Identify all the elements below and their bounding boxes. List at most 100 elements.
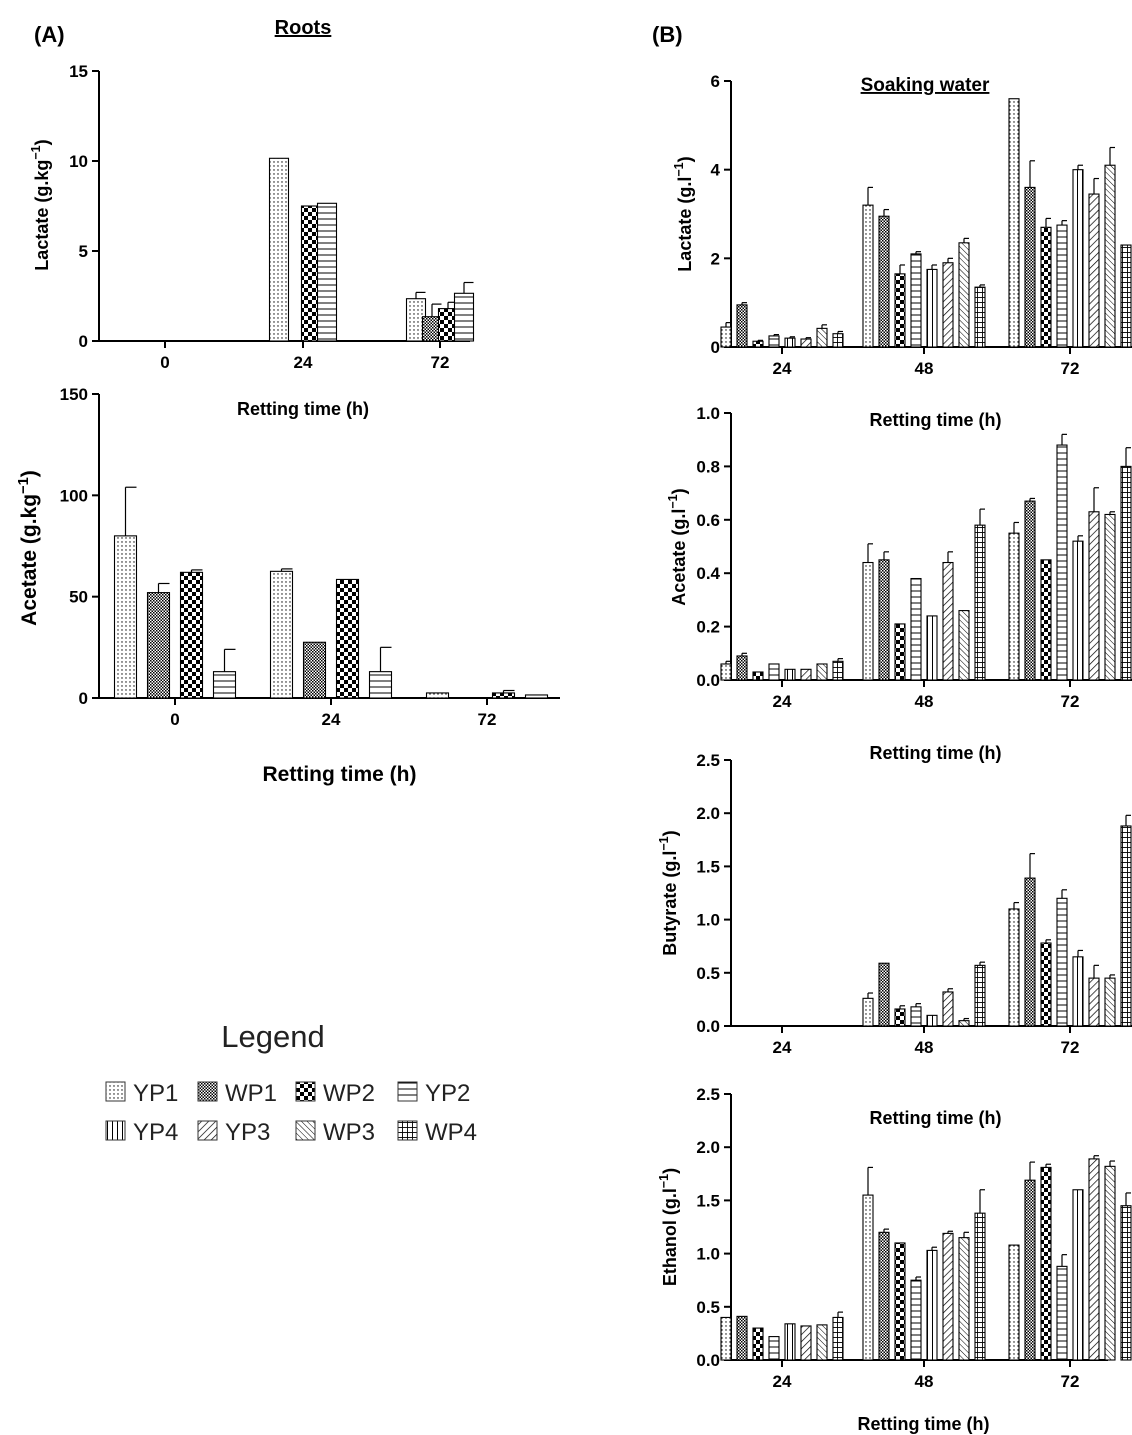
bar-yp2-24h xyxy=(768,335,780,348)
y-tick-label: 0.4 xyxy=(696,564,720,583)
bar-wp3-24h xyxy=(816,327,828,348)
y-tick-label: 1.0 xyxy=(696,911,720,930)
legend-label-wp4: WP4 xyxy=(425,1119,477,1146)
bar-wp1-24h xyxy=(736,1315,748,1361)
y-tick-label: 0 xyxy=(711,338,720,357)
y-axis-title-text: Lactate (g.kg xyxy=(32,160,52,271)
bar-wp4-72h xyxy=(1120,825,1132,1027)
legend-label-yp1: YP1 xyxy=(133,1080,178,1107)
y-axis-title-end: ) xyxy=(660,1168,680,1174)
bar-wp1-24h xyxy=(302,641,327,699)
x-axis-title: Retting time (h) xyxy=(237,399,369,419)
bar-yp1-24h xyxy=(720,326,732,348)
bar-yp2-48h xyxy=(910,1006,922,1027)
x-axis-title: Retting time (h) xyxy=(858,1414,990,1434)
bar-yp4-48h xyxy=(926,268,938,348)
x-tick-label: 48 xyxy=(915,359,934,378)
bar-yp3-72h xyxy=(1088,977,1100,1027)
y-tick-label: 150 xyxy=(60,385,88,404)
bar-wp2-24h xyxy=(335,578,360,699)
bar-wp2-24h xyxy=(752,340,764,348)
bar-wp4-48h xyxy=(974,964,986,1027)
y-axis-title-text: Acetate (g.kg xyxy=(18,494,41,626)
bar-wp3-72h xyxy=(1104,977,1116,1027)
bar-wp1-72h xyxy=(1024,1179,1036,1361)
bar-yp1-24h xyxy=(720,1316,732,1361)
bar-yp2-24h xyxy=(368,671,393,699)
y-axis-title-end: ) xyxy=(669,488,689,494)
x-tick-label: 72 xyxy=(478,710,497,729)
legend-swatch-yp2 xyxy=(397,1081,418,1102)
bar-yp4-72h xyxy=(1072,956,1084,1027)
bar-yp4-72h xyxy=(1072,169,1084,348)
y-axis-title-text: Butyrate (g.l xyxy=(660,851,680,956)
x-tick-label: 48 xyxy=(915,1372,934,1391)
bar-yp1-48h xyxy=(862,561,874,681)
x-axis-title: Retting time (h) xyxy=(263,763,417,786)
panel-b-label: (B) xyxy=(652,22,683,47)
y-tick-label: 0.6 xyxy=(696,511,720,530)
bar-wp1-48h xyxy=(878,962,890,1027)
bar-wp2-48h xyxy=(894,623,906,681)
bar-yp4-72h xyxy=(1072,540,1084,681)
roots-acetate-chart: 0 50 100 150 0 24 72 Retting time (h) Acetate (g… xyxy=(16,385,560,786)
bar-yp4-48h xyxy=(926,1014,938,1027)
bar-yp3-72h xyxy=(1088,193,1100,348)
y-tick-label: 6 xyxy=(711,72,720,91)
bar-yp4-48h xyxy=(926,1249,938,1361)
bar-wp3-48h xyxy=(958,242,970,348)
legend-swatch-yp3 xyxy=(197,1120,218,1141)
y-axis-title-sup: −1 xyxy=(16,477,32,494)
bar-yp1-24h xyxy=(269,570,294,699)
y-tick-label: 1.0 xyxy=(696,404,720,423)
y-tick-label: 0.8 xyxy=(696,457,720,476)
bar-wp2-72h xyxy=(1040,559,1052,681)
bar-yp2-48h xyxy=(910,1279,922,1361)
soaking-water-acetate-chart: 0.0 0.2 0.4 0.6 0.8 1.0 24 48 72 Retting time (h)… xyxy=(666,404,1132,763)
legend-swatch-wp3 xyxy=(295,1120,316,1141)
y-axis-title-text: Ethanol (g.l xyxy=(660,1188,680,1286)
legend-label-yp2: YP2 xyxy=(425,1080,470,1107)
bar-wp4-72h xyxy=(1120,244,1132,348)
y-tick-label: 2.0 xyxy=(696,804,720,823)
legend-label-wp2: WP2 xyxy=(323,1080,375,1107)
x-tick-label: 72 xyxy=(1061,1372,1080,1391)
bar-yp2-72h xyxy=(1056,444,1068,681)
bar-wp3-72h xyxy=(1104,1165,1116,1361)
bar-wp3-72h xyxy=(1104,513,1116,681)
bar-yp2-72h xyxy=(1056,224,1068,348)
bar-wp4-72h xyxy=(1120,1205,1132,1361)
y-tick-label: 1.5 xyxy=(696,857,720,876)
y-axis-title: Ethanol (g.l−1) xyxy=(657,1168,680,1286)
y-tick-label: 4 xyxy=(711,161,721,180)
y-tick-label: 0.0 xyxy=(696,1017,720,1036)
bar-yp1-48h xyxy=(862,204,874,348)
bar-yp1-72h xyxy=(425,692,450,699)
bar-wp3-24h xyxy=(816,1324,828,1361)
x-tick-label: 72 xyxy=(1061,692,1080,711)
bar-wp1-48h xyxy=(878,1231,890,1361)
bar-yp3-72h xyxy=(1088,511,1100,681)
bar-yp2-72h xyxy=(1056,897,1068,1027)
legend-swatch-yp1 xyxy=(105,1081,126,1102)
bar-wp2-72h xyxy=(1040,942,1052,1027)
y-tick-label: 2 xyxy=(711,249,720,268)
bar-wp2-0h xyxy=(179,571,204,699)
y-tick-label: 1.0 xyxy=(696,1245,720,1264)
bar-yp3-24h xyxy=(800,1325,812,1361)
legend-label-wp1: WP1 xyxy=(225,1080,277,1107)
bar-wp4-24h xyxy=(832,1316,844,1361)
y-tick-label: 50 xyxy=(69,588,88,607)
panel-b-title: Soaking water xyxy=(861,75,990,96)
x-tick-label: 48 xyxy=(915,1038,934,1057)
bar-yp2-24h xyxy=(316,202,338,342)
bar-wp1-72h xyxy=(1024,186,1036,348)
y-tick-label: 10 xyxy=(69,152,88,171)
bar-yp2-48h xyxy=(910,577,922,681)
bar-yp2-72h xyxy=(453,292,475,342)
soaking-water-butyrate-chart: 0.0 0.5 1.0 1.5 2.0 2.5 24 48 72 Retting time (h)… xyxy=(657,751,1132,1128)
x-tick-label: 24 xyxy=(773,692,792,711)
bar-yp1-48h xyxy=(862,997,874,1027)
x-tick-label: 0 xyxy=(170,710,179,729)
